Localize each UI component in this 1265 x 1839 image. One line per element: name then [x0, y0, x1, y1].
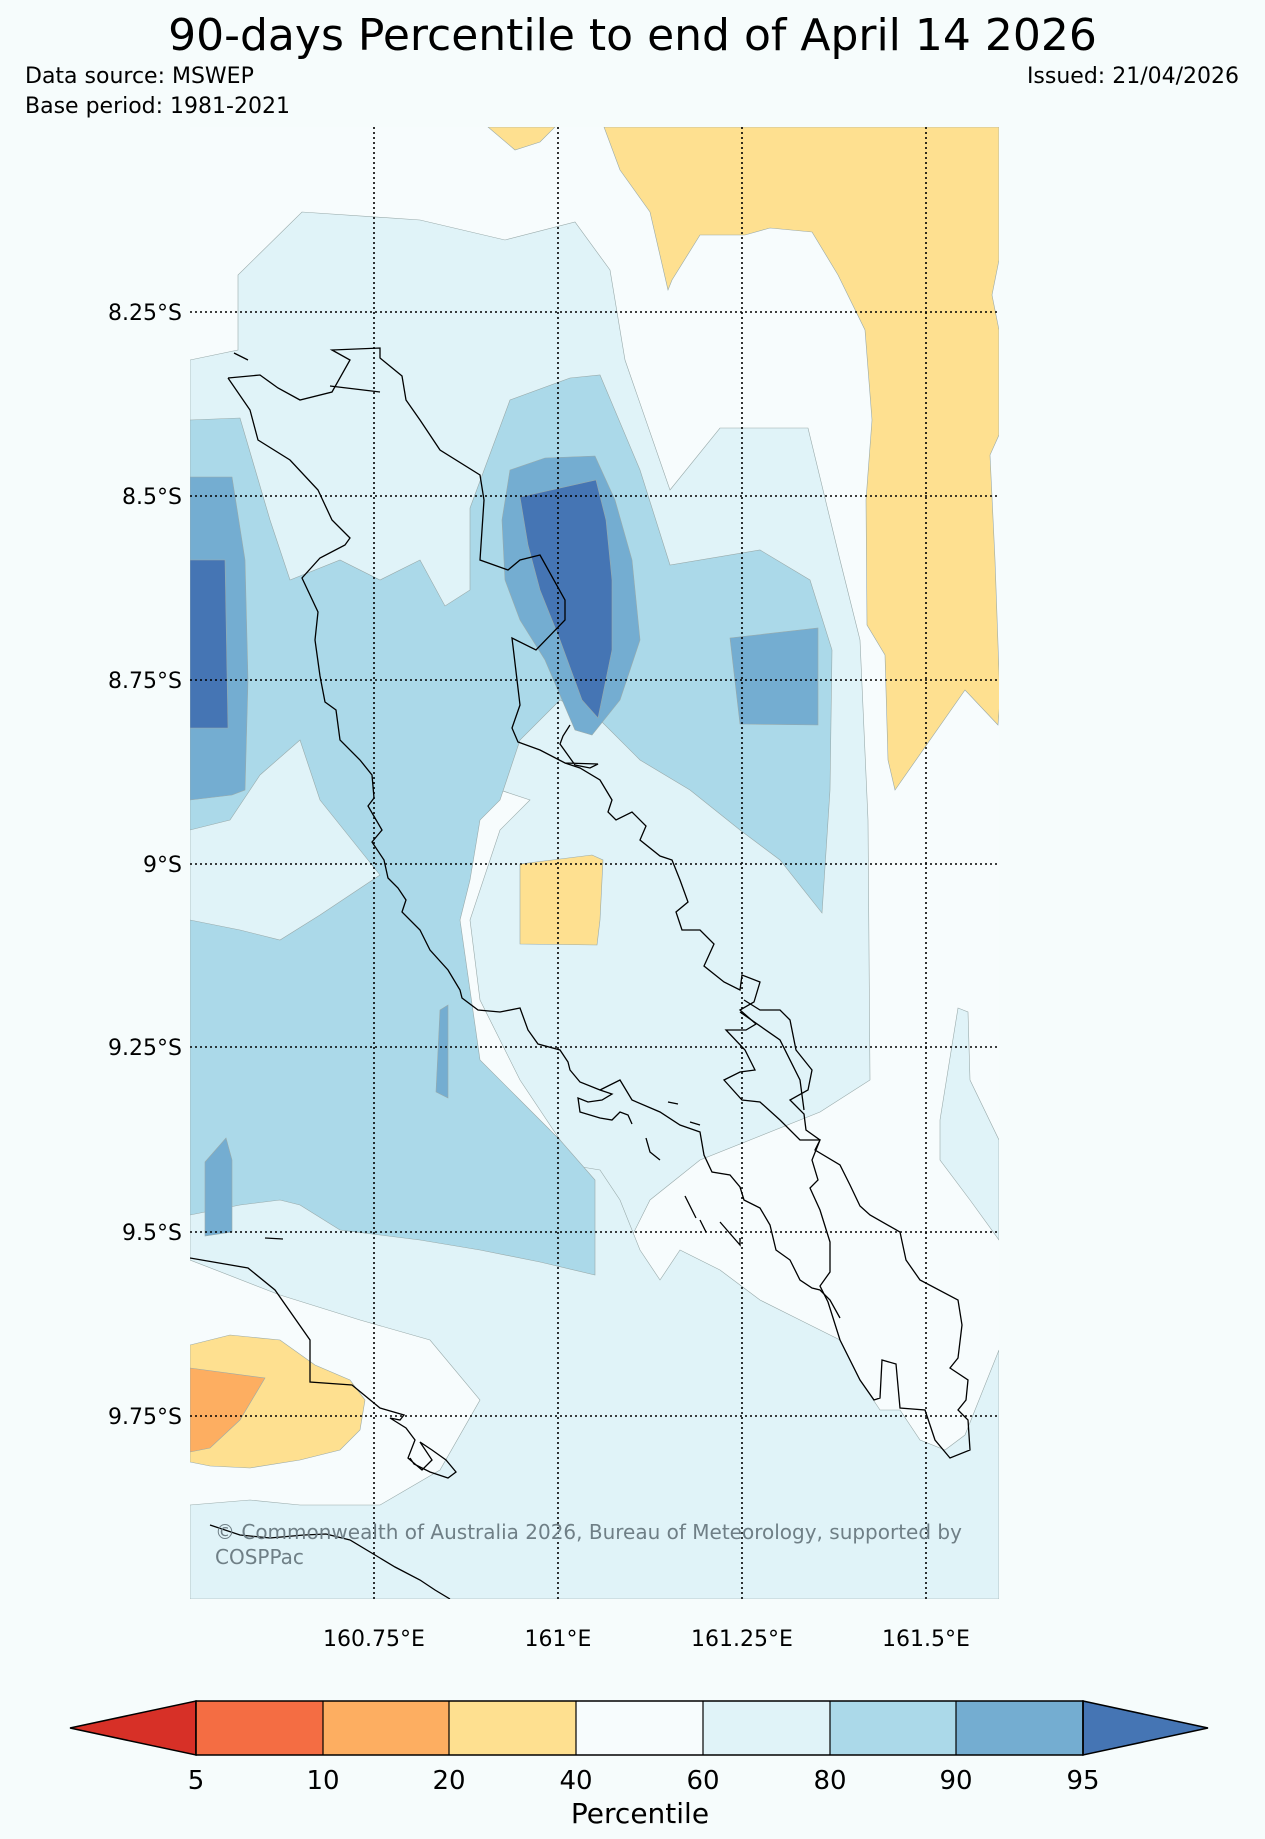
colorbar-swatch: [830, 1701, 956, 1755]
colorbar-swatch: [449, 1701, 576, 1755]
band-90-95-sliver: [435, 1004, 449, 1099]
lat-label: 8.75°S: [108, 669, 182, 694]
lat-label: 8.5°S: [122, 485, 182, 510]
colorbar-swatch: [196, 1701, 323, 1755]
band-90-95-south-west: [204, 1137, 233, 1237]
band-95-plus-central: [519, 479, 613, 719]
band-90-95-east: [729, 627, 819, 726]
colorbar-swatch: [956, 1701, 1083, 1755]
band-20-40-center: [519, 854, 604, 946]
band-80-90: [190, 374, 833, 1276]
colorbar-tick-label: 95: [1066, 1766, 1099, 1796]
colorbar-swatch: [323, 1701, 449, 1755]
band-20-40-northeast: [487, 127, 999, 791]
colorbar-tick-label: 60: [686, 1766, 719, 1796]
band-10-20-southwest: [190, 1367, 266, 1453]
lon-label: 161.25°E: [691, 1627, 793, 1652]
lon-label: 161°E: [525, 1627, 592, 1652]
band-60-80-east-strip: [939, 1007, 999, 1241]
copyright-notice: © Commonwealth of Australia 2026, Bureau…: [215, 1520, 962, 1569]
colorbar: 5 10 20 40 60 80 90 95 Percentile: [69, 1700, 1209, 1830]
colorbar-swatch: [576, 1701, 703, 1755]
colorbar-tick-label: 40: [559, 1766, 592, 1796]
issued-date-label: Issued: 21/04/2026: [1026, 64, 1239, 89]
colorbar-tick-label: 80: [813, 1766, 846, 1796]
colorbar-tick-label: 20: [432, 1766, 465, 1796]
map-title: 90-days Percentile to end of April 14 20…: [168, 10, 1097, 61]
band-20-40-southwest: [190, 1334, 366, 1469]
percentile-map: [190, 127, 999, 1599]
lon-label: 160.75°E: [323, 1627, 425, 1652]
lat-label: 9.75°S: [108, 1405, 182, 1430]
colorbar-tick-label: 10: [306, 1766, 339, 1796]
colorbar-tick-label: 5: [188, 1766, 205, 1796]
colorbar-swatch: [703, 1701, 830, 1755]
lon-label: 161.5°E: [882, 1627, 970, 1652]
colorbar-swatch: [1082, 1700, 1209, 1756]
colorbar-title: Percentile: [571, 1797, 709, 1830]
colorbar-swatch: [69, 1700, 197, 1756]
graticule: [190, 127, 999, 1599]
lat-label: 8.25°S: [108, 301, 182, 326]
data-source-label: Data source: MSWEP: [25, 64, 254, 89]
band-95-plus-west: [190, 559, 229, 729]
lat-label: 9°S: [143, 853, 182, 878]
colorbar-tick-label: 90: [939, 1766, 972, 1796]
lat-label: 9.25°S: [108, 1036, 182, 1061]
base-period-label: Base period: 1981-2021: [25, 94, 290, 119]
lat-label: 9.5°S: [122, 1221, 182, 1246]
